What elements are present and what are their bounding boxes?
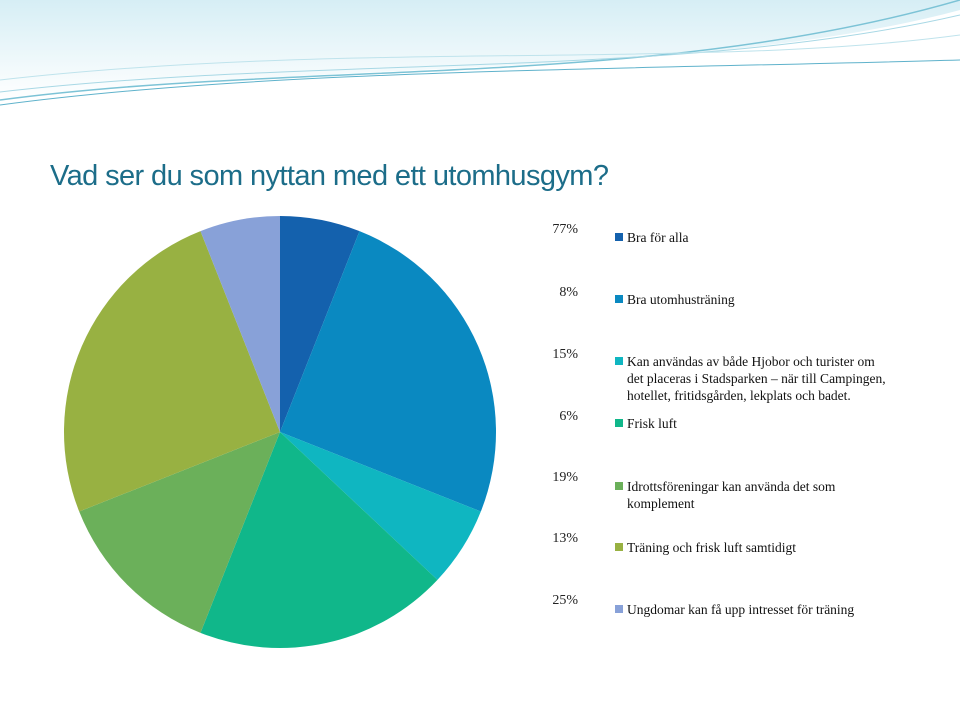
legend-item: Idrottsföreningar kan använda det som ko… xyxy=(615,478,835,512)
percent-label: 77% xyxy=(552,222,578,237)
legend-swatch xyxy=(615,295,623,303)
pie-slice xyxy=(280,216,360,432)
pie-slice xyxy=(63,231,280,512)
legend-swatch xyxy=(615,605,623,613)
legend-swatch xyxy=(615,233,623,241)
legend-label: Träning och frisk luft samtidigt xyxy=(627,540,796,555)
legend-swatch xyxy=(615,357,623,365)
percent-label: 6% xyxy=(559,409,578,424)
legend-label: Bra för alla xyxy=(627,230,689,245)
pie-slice xyxy=(280,432,481,580)
pie-slice xyxy=(200,216,280,432)
legend-label: Ungdomar kan få upp intresset för tränin… xyxy=(627,602,855,617)
legend-item: Bra för alla xyxy=(615,229,688,246)
pie-slice xyxy=(280,231,496,512)
legend-swatch xyxy=(615,419,623,427)
legend-item: Frisk luft xyxy=(615,415,677,432)
legend-item: Kan användas av både Hjobor och turister… xyxy=(615,353,886,404)
legend-label: Bra utomhusträning xyxy=(627,292,735,307)
legend-label: Kan användas av både Hjobor och turister… xyxy=(627,354,886,403)
percent-label: 19% xyxy=(552,470,578,485)
percent-label: 8% xyxy=(559,285,578,300)
legend-swatch xyxy=(615,482,623,490)
pie-slice xyxy=(79,432,281,633)
header-decoration xyxy=(0,0,960,106)
legend-swatch xyxy=(615,543,623,551)
legend-item: Bra utomhusträning xyxy=(615,291,735,308)
pie-slice xyxy=(200,432,438,648)
legend-item: Ungdomar kan få upp intresset för tränin… xyxy=(615,601,854,618)
percent-label: 13% xyxy=(552,531,578,546)
percent-label: 25% xyxy=(552,593,578,608)
percent-label: 15% xyxy=(552,347,578,362)
legend-item: Träning och frisk luft samtidigt xyxy=(615,539,796,556)
chart-title: Vad ser du som nyttan med ett utomhusgym… xyxy=(50,160,609,192)
legend-label: Idrottsföreningar kan använda det som ko… xyxy=(627,479,836,511)
legend-label: Frisk luft xyxy=(627,416,677,431)
